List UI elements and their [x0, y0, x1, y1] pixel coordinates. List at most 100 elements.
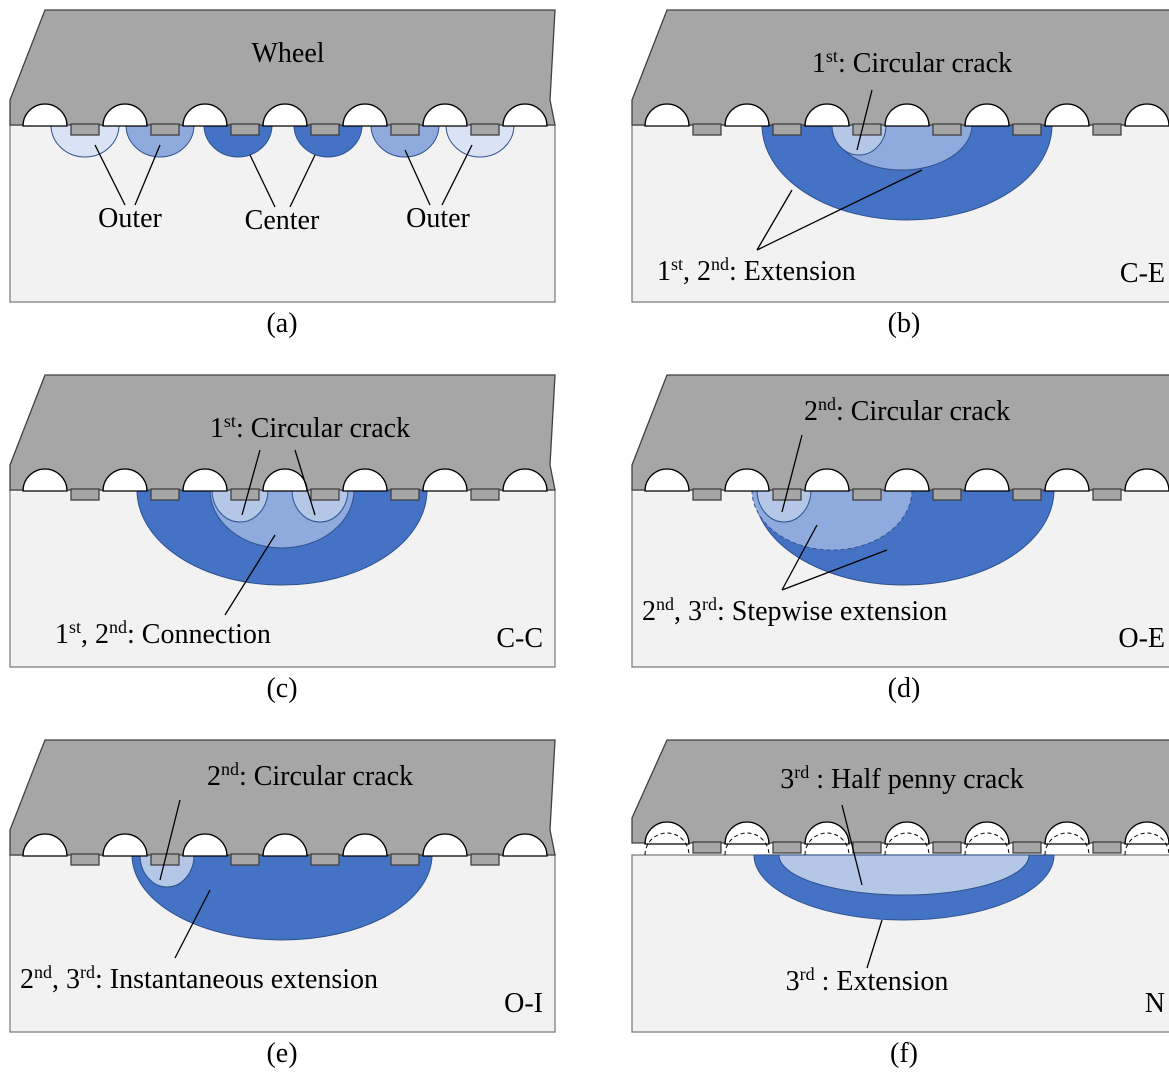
panel: Wheel Outer Center Outer (a) [10, 10, 555, 339]
wheel-tooth [391, 854, 419, 865]
text-part: : Extension [815, 966, 949, 997]
text-part: 2 [207, 761, 221, 792]
annotation: (f) [890, 1038, 918, 1069]
text-part: rd [800, 964, 815, 984]
annotation: 1st: Circular crack [210, 411, 410, 444]
wheel-tooth [693, 842, 721, 853]
annotation: 1st: Circular crack [812, 46, 1012, 79]
text-part: 1 [55, 619, 69, 650]
wheel-tooth [1013, 124, 1041, 135]
wheel-tooth [231, 489, 259, 500]
text-part: rd [80, 962, 95, 982]
wheel-tooth [933, 842, 961, 853]
text-part: : Stepwise extension [717, 596, 947, 627]
text-part: : Circular crack [236, 413, 410, 444]
wheel-tooth [311, 854, 339, 865]
wheel-tooth [71, 854, 99, 865]
text-part: 2 [804, 396, 818, 427]
annotation: (c) [266, 673, 297, 704]
text-part: , 3 [674, 596, 702, 627]
annotation: 2nd, 3rd: Stepwise extension [642, 594, 947, 627]
text-part: st [69, 617, 81, 637]
annotation: C-C [496, 623, 543, 654]
wheel-tooth [151, 489, 179, 500]
annotation: 1st, 2nd: Connection [55, 617, 271, 650]
wheel-tooth [773, 842, 801, 853]
wheel-tooth [1013, 489, 1041, 500]
annotation: 1st, 2nd: Extension [657, 254, 856, 287]
text-part: 3 [780, 764, 794, 795]
wheel-tooth [1093, 489, 1121, 500]
wheel-tooth [853, 489, 881, 500]
text-part: st [671, 254, 683, 274]
annotation: O-I [504, 988, 543, 1019]
text-part: st [224, 411, 236, 431]
text-part: : Half penny crack [809, 764, 1024, 795]
figure: WheelOuterCenterOuter(a)1st: Circular cr… [0, 0, 1169, 1073]
wheel-tooth [933, 489, 961, 500]
annotation: (e) [266, 1038, 297, 1069]
panel: 1st: Circular crack1st, 2nd: ConnectionC… [10, 375, 555, 704]
annotation: (b) [888, 308, 921, 339]
wheel-tooth [71, 489, 99, 500]
annotation: O-E [1118, 623, 1165, 654]
text-part: 1 [657, 256, 671, 287]
wheel-tooth [231, 124, 259, 135]
annotation: Outer [406, 203, 470, 234]
panel: 3rd : Half penny crack3rd : ExtensionN(f… [632, 740, 1169, 1069]
text-part: : Extension [729, 256, 856, 287]
text-part: st [826, 46, 838, 66]
text-part: nd [711, 254, 729, 274]
text-part: : Circular crack [838, 48, 1012, 79]
wheel-tooth [311, 489, 339, 500]
annotation: 3rd : Half penny crack [780, 762, 1024, 795]
wheel-tooth [231, 854, 259, 865]
text-part: : Connection [127, 619, 271, 650]
wheel-tooth [773, 124, 801, 135]
text-part: : Circular crack [836, 396, 1010, 427]
wheel-tooth [853, 124, 881, 135]
text-part: : Circular crack [239, 761, 413, 792]
wheel-tooth [391, 124, 419, 135]
text-part: 2 [20, 964, 34, 995]
text-part: 1 [812, 48, 826, 79]
wheel-tooth [853, 842, 881, 853]
text-part: , 2 [683, 256, 711, 287]
annotation: Center [245, 205, 320, 236]
wheel-tooth [693, 124, 721, 135]
text-part: : Instantaneous extension [95, 964, 378, 995]
annotation: 2nd, 3rd: Instantaneous extension [20, 962, 378, 995]
wheel-tooth [471, 489, 499, 500]
wheel-tooth [693, 489, 721, 500]
wheel-tooth [311, 124, 339, 135]
wheel-tooth [391, 489, 419, 500]
text-part: rd [702, 594, 717, 614]
text-part: nd [34, 962, 52, 982]
text-part: nd [109, 617, 127, 637]
text-part: 2 [642, 596, 656, 627]
text-part: nd [818, 394, 836, 414]
annotation: Wheel [251, 38, 324, 69]
wheel-tooth [1013, 842, 1041, 853]
text-part: , 2 [81, 619, 109, 650]
wheel-tooth [933, 124, 961, 135]
annotation: (a) [266, 308, 297, 339]
wheel-tooth [71, 124, 99, 135]
wheel-tooth [471, 124, 499, 135]
text-part: nd [656, 594, 674, 614]
text-part: 1 [210, 413, 224, 444]
annotation: (d) [888, 673, 921, 704]
annotation: Outer [98, 203, 162, 234]
annotation: N [1145, 988, 1165, 1019]
annotation: C-E [1120, 258, 1165, 289]
wheel-tooth [1093, 124, 1121, 135]
panel: 2nd: Circular crack2nd, 3rd: Instantaneo… [10, 740, 555, 1069]
text-part: 3 [786, 966, 800, 997]
wheel-tooth [471, 854, 499, 865]
text-part: , 3 [52, 964, 80, 995]
wheel-tooth [1093, 842, 1121, 853]
wheel-tooth [151, 124, 179, 135]
text-part: rd [794, 762, 809, 782]
